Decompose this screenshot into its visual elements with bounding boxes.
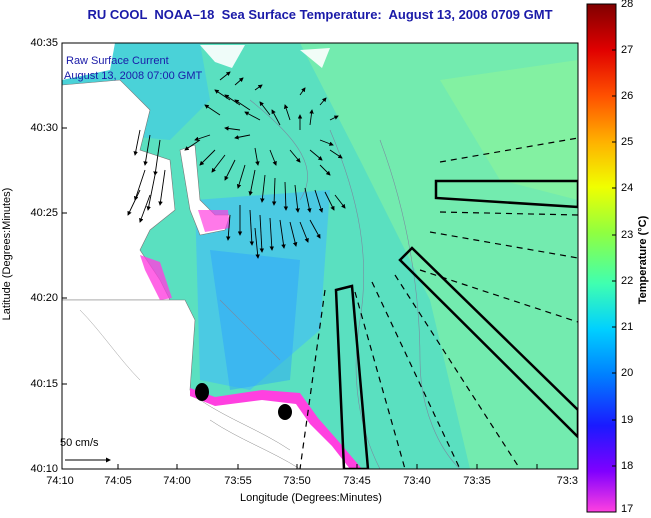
x-axis-title: Longitude (Degrees:Minutes)	[240, 492, 382, 504]
xtick-label: 73:3	[556, 475, 578, 487]
corridor-southeast	[398, 246, 578, 439]
map-title: RU COOL NOAA–18 Sea Surface Temperature:…	[87, 7, 553, 22]
colorbar-tick-label: 26	[621, 90, 634, 102]
map-area	[62, 43, 578, 469]
colorbar-tick-label: 17	[621, 503, 634, 515]
xtick-label: 73:50	[283, 475, 311, 487]
map-border	[61, 42, 579, 470]
station-marker-1	[195, 383, 209, 401]
xtick-label: 74:10	[46, 475, 74, 487]
colorbar	[586, 3, 617, 513]
ytick-label: 40:20	[30, 292, 58, 304]
colorbar-tick-label: 21	[621, 321, 634, 333]
xtick-label: 73:40	[403, 475, 431, 487]
colorbar-tick-label: 25	[621, 136, 634, 148]
ytick-label: 40:10	[30, 463, 58, 475]
y-axis-title: Latitude (Degrees:Minutes)	[1, 187, 13, 321]
colorbar-tick-label: 20	[621, 367, 634, 379]
station-marker-2	[278, 404, 292, 420]
ytick-label: 40:35	[30, 37, 58, 49]
annotation-line-1: Raw Surface Current	[66, 55, 169, 67]
xtick-label: 73:45	[343, 475, 371, 487]
current-vectors	[127, 71, 346, 259]
corridor-south	[334, 284, 370, 469]
corridor-east	[434, 179, 578, 209]
ytick-label: 40:15	[30, 378, 58, 390]
scale-label: 50 cm/s	[60, 437, 99, 449]
colorbar-tick-label: 19	[621, 414, 634, 426]
annotation-line-2: August 13, 2008 07:00 GMT	[64, 70, 203, 82]
ytick-label: 40:30	[30, 122, 58, 134]
transect-lines	[299, 137, 578, 469]
colorbar-title: Temperature (°C)	[637, 215, 649, 305]
xtick-label: 74:00	[163, 475, 191, 487]
xtick-label: 73:35	[463, 475, 491, 487]
colorbar-ticks	[612, 3, 616, 513]
ytick-label: 40:25	[30, 207, 58, 219]
colorbar-tick-label: 28	[621, 0, 634, 10]
colorbar-tick-label: 18	[621, 460, 634, 472]
colorbar-tick-label: 27	[621, 44, 634, 56]
colorbar-tick-label: 22	[621, 275, 634, 287]
axis-ticks	[62, 42, 538, 470]
xtick-label: 73:55	[224, 475, 252, 487]
colorbar-tick-label: 24	[621, 182, 634, 194]
xtick-label: 74:05	[104, 475, 132, 487]
colorbar-tick-label: 23	[621, 229, 634, 241]
